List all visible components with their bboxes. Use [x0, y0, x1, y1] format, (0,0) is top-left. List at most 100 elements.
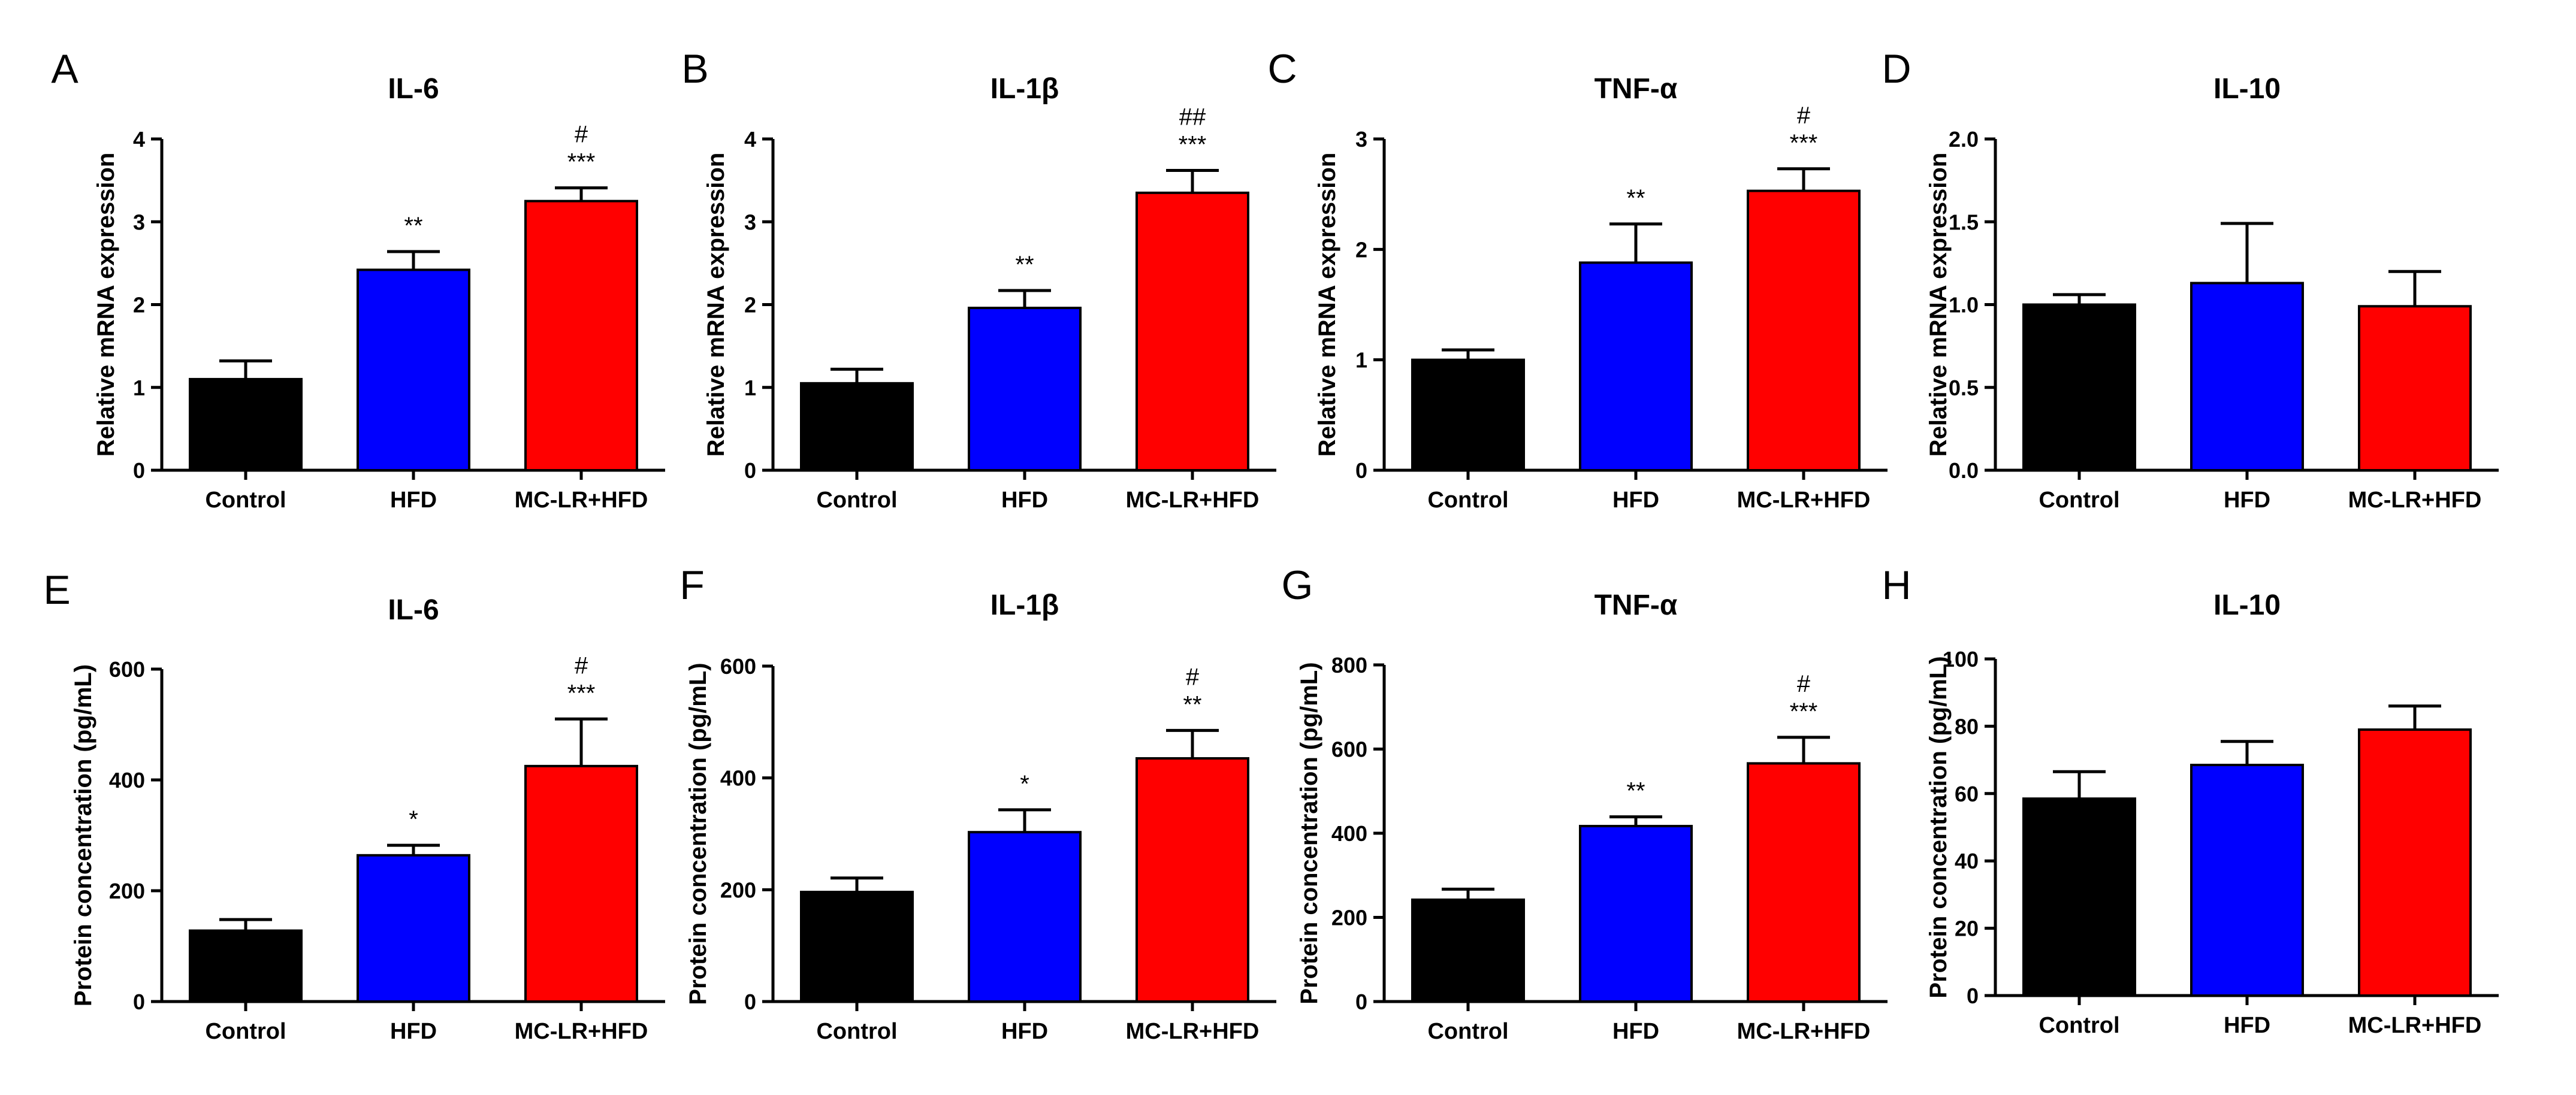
y-tick-label: 2.0 [1949, 127, 1979, 152]
y-axis-label: Protein concentration (pg/mL) [1296, 662, 1322, 1004]
x-tick-label: Control [205, 488, 286, 513]
chart-title: TNF-α [1594, 589, 1678, 621]
bar-hfd [357, 268, 470, 471]
chart-title: IL-6 [388, 594, 439, 626]
y-tick-label: 1 [133, 376, 145, 400]
y-tick-label: 1 [744, 376, 756, 400]
y-tick-label: 0 [133, 458, 145, 483]
y-tick-label: 400 [1331, 821, 1367, 846]
y-tick-label: 20 [1955, 916, 1979, 941]
bar-control [189, 929, 303, 1003]
y-tick-label: 0 [1355, 458, 1367, 483]
panel-g: G TNF-α Protein concentration (pg/mL) 0 200 4… [1282, 562, 1888, 1044]
y-tick-label: 0 [744, 458, 756, 483]
x-tick-label: Control [2039, 488, 2119, 513]
y-tick-label: 3 [1355, 127, 1367, 152]
y-axis-label: Relative mRNA expression [1314, 153, 1340, 457]
y-axis-label: Relative mRNA expression [1925, 153, 1952, 457]
y-tick-label: 600 [720, 654, 756, 679]
x-tick-label: HFD [2224, 488, 2270, 513]
panel-letter: G [1282, 562, 1313, 608]
y-axis-label: Protein concentration (pg/mL) [1925, 656, 1952, 998]
y-tick-label: 2 [133, 293, 145, 317]
bar-control [189, 377, 303, 471]
y-tick-label: 1.5 [1949, 210, 1979, 234]
x-tick-label: Control [816, 488, 897, 513]
chart-title: IL-10 [2213, 589, 2281, 621]
panel-h: H IL-10 Protein concentration (pg/mL) 0 20 40… [1882, 562, 2499, 1038]
chart-title: TNF-α [1594, 73, 1678, 105]
x-tick-label: HFD [1612, 488, 1659, 513]
chart-title: IL-1β [990, 589, 1059, 621]
bar-mc-lr-hfd [1747, 189, 1861, 471]
panel-letter: H [1882, 562, 1911, 608]
y-tick-label: 4 [744, 127, 756, 152]
y-tick-label: 0.5 [1949, 376, 1979, 400]
significance-label: *** [1179, 132, 1207, 158]
x-tick-label: MC-LR+HFD [2348, 1013, 2482, 1038]
y-tick-label: 0 [1967, 984, 1979, 1008]
y-tick-label: 4 [133, 127, 145, 152]
significance-label: ** [1626, 185, 1645, 211]
bar-control [2022, 797, 2136, 997]
x-tick-label: MC-LR+HFD [1126, 488, 1260, 513]
bar-mc-lr-hfd [2358, 305, 2472, 471]
significance-label: *** [567, 149, 596, 176]
significance-label: *** [1790, 130, 1818, 156]
significance-label: * [409, 806, 418, 833]
y-tick-label: 200 [1331, 906, 1367, 930]
panel-f: F IL-1β Protein concentration (pg/mL) 0 200 4… [680, 562, 1276, 1044]
y-tick-label: 200 [109, 879, 145, 903]
bar-mc-lr-hfd [1136, 757, 1249, 1003]
y-tick-label: 600 [109, 657, 145, 682]
bar-hfd [1579, 261, 1693, 471]
y-tick-label: 400 [720, 766, 756, 791]
panel-letter: C [1267, 46, 1297, 92]
x-tick-label: MC-LR+HFD [2348, 488, 2482, 513]
x-tick-label: MC-LR+HFD [515, 1019, 648, 1044]
chart-title: IL-10 [2213, 73, 2281, 105]
bar-control [1411, 898, 1525, 1003]
bar-mc-lr-hfd [524, 764, 638, 1003]
significance-label: ** [1626, 778, 1645, 804]
y-tick-label: 2 [1355, 237, 1367, 262]
x-tick-label: Control [205, 1019, 286, 1044]
panel-letter: E [43, 567, 70, 613]
panel-letter: B [681, 46, 708, 92]
y-tick-label: 800 [1331, 653, 1367, 677]
x-tick-label: MC-LR+HFD [515, 488, 648, 513]
y-tick-label: 60 [1955, 782, 1979, 806]
bar-mc-lr-hfd [524, 199, 638, 471]
x-tick-label: HFD [1001, 1019, 1048, 1044]
y-axis-label: Relative mRNA expression [93, 153, 119, 457]
y-tick-label: 3 [133, 210, 145, 234]
panel-a: A IL-6 Relative mRNA expression 0 1 2 3 4 Contro… [51, 46, 665, 513]
significance-label: ** [1015, 252, 1034, 278]
x-tick-label: HFD [2224, 1013, 2270, 1038]
y-tick-label: 0 [133, 990, 145, 1014]
y-tick-label: 80 [1955, 714, 1979, 739]
significance-label: # [575, 122, 588, 148]
x-tick-label: Control [816, 1019, 897, 1044]
y-tick-label: 200 [720, 878, 756, 902]
panel-b: B IL-1β Relative mRNA expression 0 1 2 3 4 Contr… [681, 46, 1276, 513]
bar-mc-lr-hfd [2358, 728, 2472, 997]
significance-label: *** [1790, 698, 1818, 725]
bar-control [800, 891, 914, 1003]
bar-control [1411, 358, 1525, 472]
y-tick-label: 0 [744, 990, 756, 1014]
y-tick-label: 0.0 [1949, 458, 1979, 483]
x-tick-label: HFD [390, 1019, 437, 1044]
bar-hfd [2190, 282, 2304, 471]
x-tick-label: Control [1427, 488, 1508, 513]
chart-title: IL-1β [990, 73, 1059, 105]
bar-control [800, 382, 914, 472]
y-axis-label: Protein concentration (pg/mL) [685, 663, 711, 1005]
panel-letter: F [680, 562, 705, 608]
y-tick-label: 3 [744, 210, 756, 234]
x-tick-label: Control [1427, 1019, 1508, 1044]
y-axis-label: Protein concentration (pg/mL) [70, 664, 96, 1006]
significance-label: ** [404, 213, 422, 239]
x-tick-label: HFD [390, 488, 437, 513]
